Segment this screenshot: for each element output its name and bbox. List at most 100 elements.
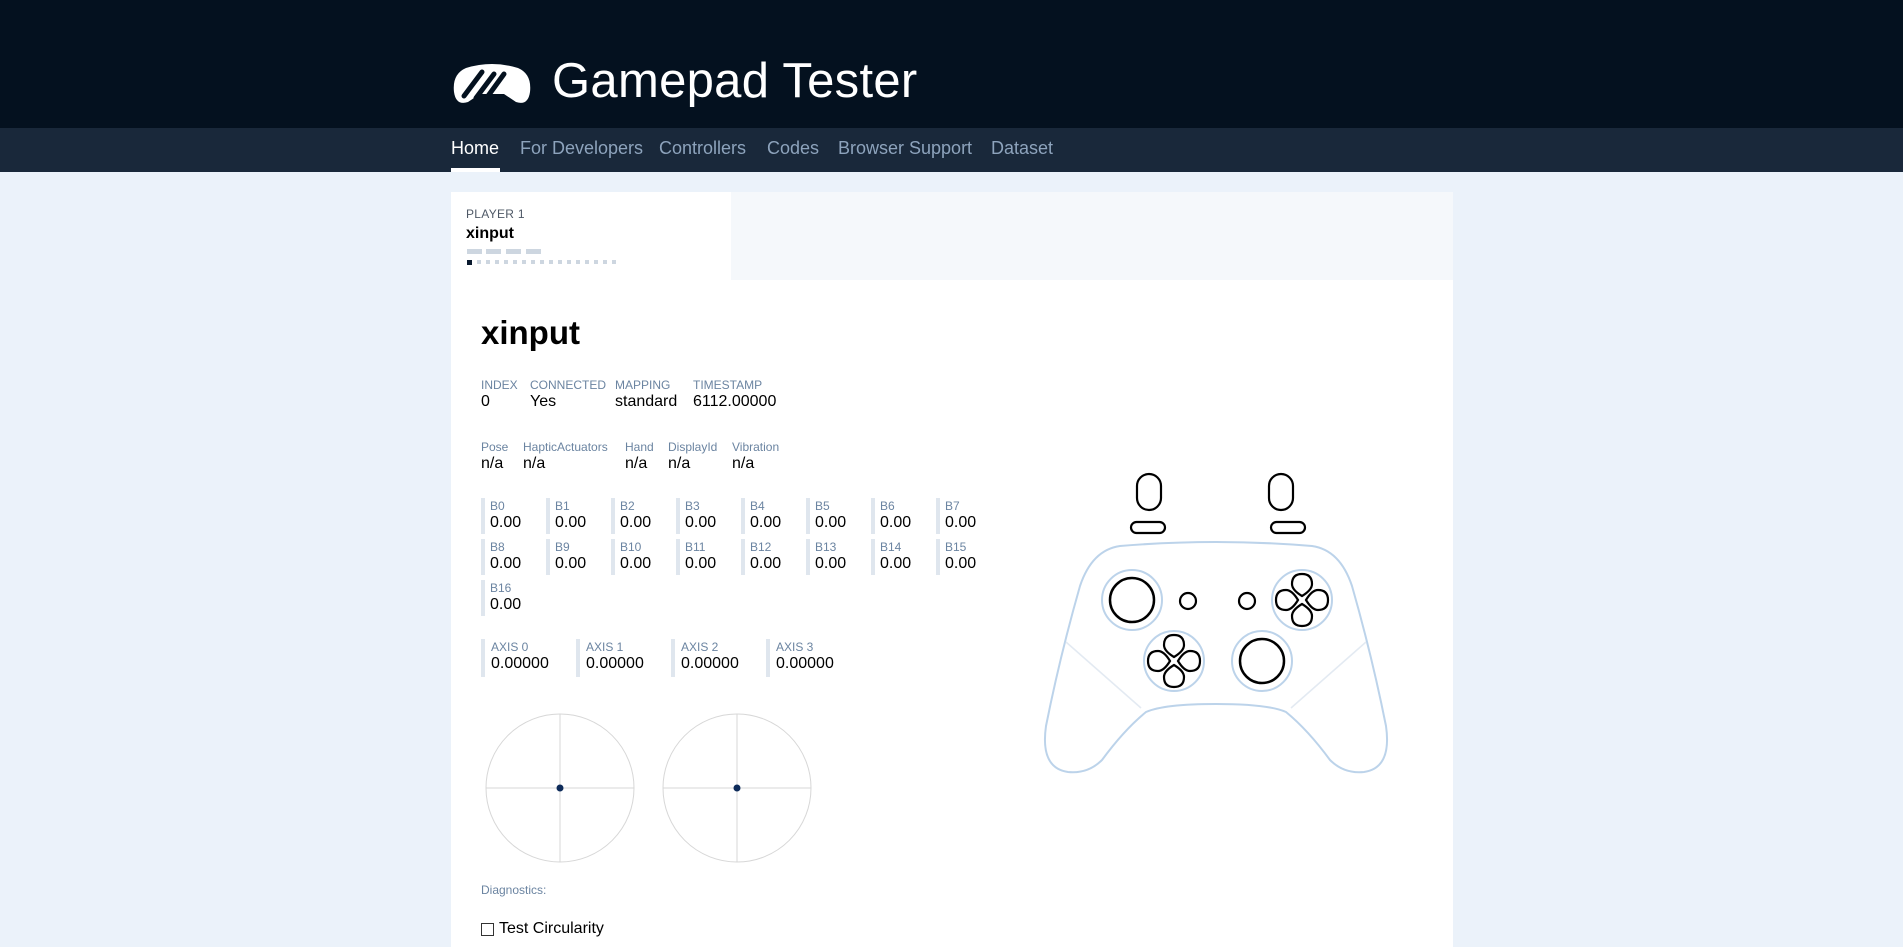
button-label: B0 — [490, 499, 505, 513]
button-cell-b9: B9 0.00 — [546, 539, 606, 575]
axis-label: AXIS 3 — [776, 640, 814, 654]
button-label: B12 — [750, 540, 772, 554]
view-button-icon — [1178, 591, 1198, 611]
test-circularity-label[interactable]: Test Circularity — [499, 920, 604, 937]
button-label: B7 — [945, 499, 960, 513]
gamepad-logo-icon[interactable] — [452, 62, 532, 108]
button-label: B16 — [490, 581, 512, 595]
button-cell-b15: B15 0.00 — [936, 539, 996, 575]
tab-strip — [731, 192, 1453, 280]
button-value: 0.00 — [815, 514, 847, 531]
diagnostics-label: Diagnostics: — [481, 883, 547, 897]
axis-label: AXIS 1 — [586, 640, 624, 654]
meta-hand-label: Hand — [625, 440, 654, 454]
test-circularity-row[interactable]: Test Circularity — [481, 918, 604, 940]
meta-pose: Pose n/a — [481, 440, 508, 474]
button-value: 0.00 — [620, 555, 652, 572]
meta-connected-value: Yes — [530, 393, 557, 410]
button-value: 0.00 — [555, 555, 587, 572]
button-cell-b2: B2 0.00 — [611, 498, 671, 534]
right-stick-visualizer — [662, 713, 812, 863]
meta-mapping-value: standard — [615, 393, 678, 410]
button-cell-b6: B6 0.00 — [871, 498, 931, 534]
axis-label: AXIS 2 — [681, 640, 719, 654]
button-label: B15 — [945, 540, 967, 554]
meta-pose-label: Pose — [481, 440, 509, 454]
nav-browser-support[interactable]: Browser Support — [838, 138, 973, 158]
axis-value: 0.00000 — [491, 655, 549, 672]
meta-pose-value: n/a — [481, 455, 504, 472]
tab-player-1[interactable] — [451, 192, 731, 280]
button-cell-b1: B1 0.00 — [546, 498, 606, 534]
meta-hand: Hand n/a — [625, 440, 654, 474]
button-label: B9 — [555, 540, 570, 554]
meta-index-label: INDEX — [481, 378, 518, 392]
test-circularity-checkbox[interactable] — [481, 922, 494, 936]
right-trigger-icon — [1267, 472, 1295, 512]
gamepad-body-outline — [1044, 541, 1388, 774]
nav-for-developers[interactable]: For Developers — [520, 138, 644, 158]
dpad-icon — [1146, 633, 1202, 689]
button-cell-b14: B14 0.00 — [871, 539, 931, 575]
button-label: B6 — [880, 499, 895, 513]
button-label: B2 — [620, 499, 635, 513]
button-value: 0.00 — [815, 555, 847, 572]
meta-haptic-actuators: HapticActuators n/a — [523, 440, 608, 474]
button-cell-b5: B5 0.00 — [806, 498, 866, 534]
meta-timestamp-label: TIMESTAMP — [693, 378, 763, 392]
nav-codes[interactable]: Codes — [767, 138, 820, 158]
menu-button-icon — [1237, 591, 1257, 611]
player-label: PLAYER 1 — [466, 207, 525, 221]
button-cell-b8: B8 0.00 — [481, 539, 541, 575]
right-bumper-icon — [1269, 520, 1307, 535]
meta-connected: CONNECTED Yes — [530, 378, 606, 412]
axis-value: 0.00000 — [586, 655, 644, 672]
meta-display-id-value: n/a — [668, 455, 691, 472]
meta-connected-label: CONNECTED — [530, 378, 607, 392]
active-nav-indicator — [451, 168, 500, 172]
left-stick-visualizer — [485, 713, 635, 863]
button-label: B1 — [555, 499, 570, 513]
meta-index-value: 0 — [481, 393, 490, 410]
button-value: 0.00 — [750, 514, 782, 531]
button-label: B5 — [815, 499, 830, 513]
site-title[interactable]: Gamepad Tester — [552, 54, 918, 108]
button-value: 0.00 — [945, 555, 977, 572]
meta-mapping-label: MAPPING — [615, 378, 671, 392]
axis-cell-3: AXIS 3 0.00000 — [766, 639, 856, 677]
meta-vibration-label: Vibration — [732, 440, 780, 454]
nav-home[interactable]: Home — [451, 138, 500, 158]
controller-card — [451, 192, 1453, 947]
button-label: B4 — [750, 499, 765, 513]
player-controller-name: xinput — [466, 225, 514, 242]
button-value: 0.00 — [490, 596, 522, 613]
left-stick-icon — [1108, 576, 1156, 624]
button-value: 0.00 — [750, 555, 782, 572]
main-nav: Home For Developers Controllers Codes Br… — [0, 128, 1903, 172]
button-label: B11 — [685, 540, 706, 554]
button-cell-b11: B11 0.00 — [676, 539, 736, 575]
button-label: B13 — [815, 540, 837, 554]
nav-controllers[interactable]: Controllers — [659, 138, 747, 158]
meta-display-id-label: DisplayId — [668, 440, 718, 454]
button-cell-b10: B10 0.00 — [611, 539, 671, 575]
axis-cell-1: AXIS 1 0.00000 — [576, 639, 666, 677]
meta-haptic-label: HapticActuators — [523, 440, 608, 454]
button-value: 0.00 — [620, 514, 652, 531]
axis-value: 0.00000 — [776, 655, 834, 672]
meta-haptic-value: n/a — [523, 455, 546, 472]
meta-timestamp: TIMESTAMP 6112.00000 — [693, 378, 776, 412]
button-cell-b4: B4 0.00 — [741, 498, 801, 534]
left-stick-dot — [556, 784, 564, 792]
button-value: 0.00 — [880, 514, 912, 531]
button-cell-b13: B13 0.00 — [806, 539, 866, 575]
button-cell-b16: B16 0.00 — [481, 580, 541, 616]
button-value: 0.00 — [555, 514, 587, 531]
button-value: 0.00 — [685, 555, 717, 572]
button-cell-b3: B3 0.00 — [676, 498, 736, 534]
gamepad-illustration-icon — [1044, 472, 1388, 774]
left-trigger-icon — [1135, 472, 1163, 512]
button-label: B3 — [685, 499, 700, 513]
nav-dataset[interactable]: Dataset — [991, 138, 1054, 158]
face-buttons-icon — [1274, 572, 1330, 628]
